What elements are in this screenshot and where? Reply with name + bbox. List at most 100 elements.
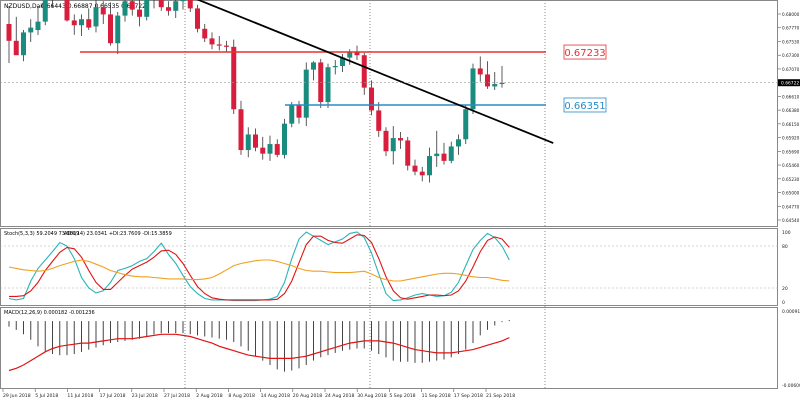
date-label: 30 Aug 2018 xyxy=(357,393,387,399)
bear-candle xyxy=(231,46,237,110)
price-tick-label: 0.66380 xyxy=(782,108,800,113)
chart-title: NZDUSD,Daily xyxy=(4,3,48,10)
stoch-level-label: 100 xyxy=(782,230,791,236)
bull-candle xyxy=(434,153,440,157)
bear-candle xyxy=(376,110,382,131)
adx-label: ADX(14) 23.0341 +DI:23.7609 -DI:15.3859 xyxy=(64,231,172,237)
date-label: 20 Aug 2018 xyxy=(293,393,323,399)
bull-candle xyxy=(448,146,454,161)
bull-candle xyxy=(282,123,287,155)
date-label: 8 Aug 2018 xyxy=(228,393,255,399)
bull-candle xyxy=(492,84,498,87)
bull-candle xyxy=(28,27,34,33)
stoch-pane[interactable] xyxy=(0,228,778,306)
macd-label: MACD(12,26,9) 0.000182 -0.001236 xyxy=(4,310,95,316)
ohlc-readout: 0.66443 0.66887 0.66535 0.66722 xyxy=(41,3,146,10)
bear-candle xyxy=(166,7,171,11)
bull-candle xyxy=(303,69,309,118)
date-label: 11 Jul 2018 xyxy=(67,393,93,399)
bull-candle xyxy=(390,138,396,152)
bull-candle xyxy=(499,82,505,85)
bull-candle xyxy=(470,68,476,110)
date-label: 21 Sep 2018 xyxy=(486,393,515,399)
bear-candle xyxy=(274,144,280,155)
bear-candle xyxy=(405,140,411,166)
bull-candle xyxy=(340,57,345,67)
bear-candle xyxy=(253,134,258,148)
stoch-label: Stoch(5,3,3) 59.2049 73.9819 xyxy=(4,231,79,237)
price-tick-label: 0.65460 xyxy=(782,163,800,168)
trendline xyxy=(196,0,554,144)
bull-candle xyxy=(427,156,432,176)
price-tick-label: 0.68000 xyxy=(782,12,800,17)
bull-candle xyxy=(173,1,179,11)
date-label: 23 Jul 2018 xyxy=(132,393,158,399)
bear-candle xyxy=(86,19,92,28)
bear-candle xyxy=(369,87,374,111)
bull-candle xyxy=(347,51,353,58)
bull-candle xyxy=(456,139,461,147)
bear-candle xyxy=(6,24,12,41)
main-pane[interactable] xyxy=(0,0,778,227)
stoch-signal-line xyxy=(9,234,510,301)
price-tick-label: 0.67300 xyxy=(782,53,800,58)
macd-axis-label: -0.006001 xyxy=(782,383,800,389)
bear-candle xyxy=(318,62,324,103)
stoch-level-label: 20 xyxy=(782,286,788,292)
resistance-label: 0.67233 xyxy=(564,48,605,59)
stoch-level-label: 0 xyxy=(782,300,785,306)
bear-candle xyxy=(158,0,164,8)
support-label-box xyxy=(563,97,607,113)
price-tick-label: 0.65000 xyxy=(782,191,800,196)
bear-candle xyxy=(260,147,266,154)
macd-axis-label: 0.000918 xyxy=(782,309,800,315)
bull-candle xyxy=(21,32,26,56)
bull-candle xyxy=(267,144,273,154)
bear-candle xyxy=(296,104,302,118)
bear-candle xyxy=(412,165,418,172)
bear-candle xyxy=(354,51,360,56)
macd-pane[interactable] xyxy=(0,307,778,389)
current-price-label: 0.66722 xyxy=(781,80,799,86)
bull-candle xyxy=(463,109,469,140)
bear-candle xyxy=(100,7,106,15)
price-tick-label: 0.67070 xyxy=(782,67,800,72)
date-label: 17 Sep 2018 xyxy=(454,393,483,399)
bear-candle xyxy=(129,1,135,10)
price-tick-label: 0.66150 xyxy=(782,122,800,127)
date-label: 11 Sep 2018 xyxy=(422,393,451,399)
bear-candle xyxy=(485,74,490,87)
bear-candle xyxy=(419,171,425,176)
date-label: 5 Jul 2018 xyxy=(35,393,58,399)
bear-candle xyxy=(383,130,389,152)
resistance-label-box xyxy=(563,44,607,60)
date-label: 29 Jun 2018 xyxy=(3,393,31,399)
bull-candle xyxy=(79,19,84,26)
bear-candle xyxy=(195,8,200,29)
price-tick-label: 0.65920 xyxy=(782,136,800,141)
bear-candle xyxy=(137,9,142,17)
bull-candle xyxy=(35,21,41,31)
bear-candle xyxy=(398,138,403,141)
bull-candle xyxy=(332,66,338,68)
bull-candle xyxy=(115,15,121,44)
bear-candle xyxy=(202,28,208,39)
bull-candle xyxy=(42,0,48,22)
bear-candle xyxy=(224,45,229,47)
bull-candle xyxy=(122,1,128,16)
date-label: 2 Aug 2018 xyxy=(196,393,223,399)
bull-candle xyxy=(180,0,186,2)
current-price-tag xyxy=(778,79,800,87)
bear-candle xyxy=(216,44,222,46)
bull-candle xyxy=(325,67,331,103)
date-label: 27 Jul 2018 xyxy=(164,393,190,399)
bear-candle xyxy=(13,40,19,56)
price-tick-label: 0.65690 xyxy=(782,149,800,154)
bear-candle xyxy=(361,55,367,88)
bear-candle xyxy=(187,0,193,9)
bear-candle xyxy=(441,153,447,161)
bear-candle xyxy=(71,20,77,26)
date-label: 5 Sep 2018 xyxy=(389,393,415,399)
price-tick-label: 0.67530 xyxy=(782,39,800,44)
